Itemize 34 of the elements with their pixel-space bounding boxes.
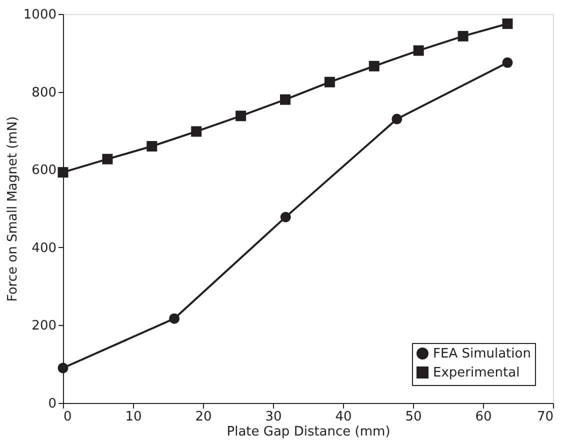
x-tick-label: 70 <box>536 410 554 424</box>
point <box>169 313 180 324</box>
y-axis-title: Force on Small Magnet (mN) <box>5 116 20 302</box>
point <box>324 76 335 88</box>
x-tick-label: 10 <box>125 410 142 424</box>
y-tick-label: 400 <box>32 240 56 256</box>
y-tick-label: 200 <box>32 318 56 334</box>
x-tick-label: 50 <box>405 410 422 424</box>
legend-label: FEA Simulation <box>433 346 531 362</box>
x-axis-title: Plate Gap Distance (mm) <box>226 424 390 440</box>
point <box>146 141 158 152</box>
x-tick-label: 40 <box>335 410 352 424</box>
point <box>58 362 68 374</box>
y-tick-label: 800 <box>32 85 56 100</box>
y-tick-label: 1000 <box>23 8 56 22</box>
y-tick-label: 600 <box>32 163 56 178</box>
legend-label: Experimental <box>433 366 520 380</box>
point <box>502 57 513 68</box>
x-tick-label: 0 <box>64 410 72 424</box>
point <box>102 154 113 164</box>
x-tick-label: 60 <box>475 410 492 424</box>
point <box>280 212 291 222</box>
point <box>368 60 380 72</box>
x-tick-label: 30 <box>265 410 282 424</box>
point <box>280 94 290 105</box>
point <box>58 167 68 178</box>
point <box>413 45 424 56</box>
point <box>392 114 402 124</box>
y-tick-label: 0 <box>48 396 56 412</box>
point <box>458 30 468 42</box>
point <box>191 126 202 137</box>
point <box>236 110 246 122</box>
point <box>502 18 513 29</box>
x-tick-label: 20 <box>195 410 212 424</box>
